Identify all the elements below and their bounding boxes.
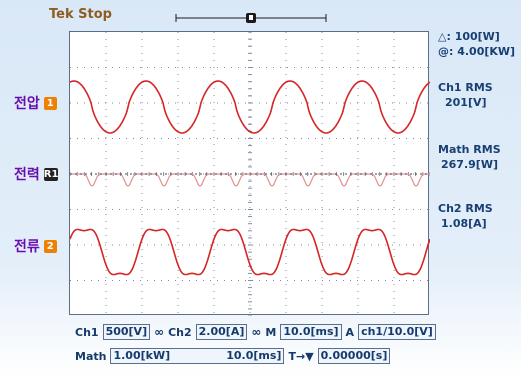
ch2-scale-value[interactable]: 2.00[A] — [195, 324, 248, 340]
math-rms-value: 267.9[W] — [441, 158, 498, 171]
footer-row-channel-scales: Ch1 500[V] ∞ Ch2 2.00[A] ∞ M 10.0[ms] A … — [75, 324, 436, 340]
waveform-canvas — [69, 31, 431, 317]
trigger-source-value[interactable]: ch1/10.0[V] — [358, 324, 436, 340]
math-scale-value: 1.00[kW] — [113, 349, 171, 362]
delta-readout: △: 100[W] — [438, 30, 500, 43]
footer-row-math-trigger: Math 1.00[kW] 10.0[ms] T→▼ 0.00000[s] — [75, 348, 391, 364]
ch1-coupling-icon: ∞ — [154, 325, 165, 339]
ch1-rms-label: Ch1 RMS — [438, 81, 493, 94]
ch1-scale-value[interactable]: 500[V] — [102, 324, 151, 340]
trigger-source-prefix: A — [345, 325, 355, 339]
channel-power-label: 전력 R1 — [14, 164, 58, 184]
trigger-position-prefix: T→▼ — [288, 349, 314, 363]
ch2-rms-value: 1.08[A] — [441, 217, 487, 230]
status-label: Tek Stop — [49, 7, 112, 22]
timebase-value[interactable]: 10.0[ms] — [280, 324, 342, 340]
ch1-rms-value: 201[V] — [445, 96, 487, 109]
ch2-rms-label: Ch2 RMS — [438, 202, 493, 215]
trigger-position-value[interactable]: 0.00000[s] — [317, 348, 391, 364]
math-time-value: 10.0[ms] — [226, 349, 282, 362]
ch2-coupling-icon: ∞ — [251, 325, 262, 339]
channel-current-label: 전류 2 — [14, 236, 57, 256]
trigger-position-marker — [175, 13, 327, 23]
channel-2-badge-icon: 2 — [43, 239, 57, 253]
ch2-scale-prefix: Ch2 — [168, 325, 192, 339]
channel-1-badge-icon: 1 — [43, 96, 57, 110]
absolute-readout: @: 4.00[KW] — [438, 45, 516, 58]
timebase-prefix: M — [265, 325, 277, 339]
ch1-scale-prefix: Ch1 — [75, 325, 99, 339]
voltage-trace — [69, 80, 431, 134]
waveform-display — [69, 31, 431, 317]
channel-voltage-text: 전압 — [14, 96, 40, 112]
math-scale-box[interactable]: 1.00[kW] 10.0[ms] — [110, 348, 285, 364]
channel-current-text: 전류 — [14, 239, 40, 255]
math-rms-label: Math RMS — [438, 143, 501, 156]
current-trace — [69, 228, 431, 276]
reference-badge-icon: R1 — [43, 167, 59, 181]
channel-power-text: 전력 — [14, 167, 40, 183]
channel-voltage-label: 전압 1 — [14, 93, 57, 113]
math-scale-prefix: Math — [75, 349, 107, 363]
